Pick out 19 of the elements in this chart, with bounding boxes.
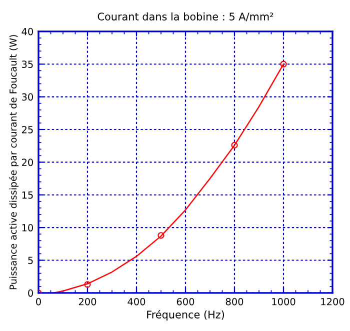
y-tick-label: 5 xyxy=(28,256,33,264)
y-tick-label: 10 xyxy=(22,224,33,232)
x-axis-title: Fréquence (Hz) xyxy=(147,310,224,320)
y-axis-title: Puissance active dissipée par courant de Foucault (W) xyxy=(8,35,18,290)
y-tick-label: 15 xyxy=(22,191,33,199)
y-tick-label: 30 xyxy=(22,93,33,101)
x-tick-label: 0 xyxy=(36,298,41,306)
chart-title: Courant dans la bobine : 5 A/mm² xyxy=(98,12,274,22)
x-tick-label: 600 xyxy=(176,298,194,306)
y-tick-label: 25 xyxy=(22,126,33,134)
x-tick-label: 200 xyxy=(78,298,96,306)
x-tick-label: 1000 xyxy=(272,298,296,306)
x-tick-label: 400 xyxy=(128,298,146,306)
x-tick-label: 800 xyxy=(226,298,244,306)
y-tick-label: 40 xyxy=(22,28,33,36)
y-tick-label: 35 xyxy=(22,60,33,68)
y-tick-label: 0 xyxy=(28,289,33,297)
x-tick-label: 1200 xyxy=(321,298,344,306)
y-tick-label: 20 xyxy=(22,158,33,166)
